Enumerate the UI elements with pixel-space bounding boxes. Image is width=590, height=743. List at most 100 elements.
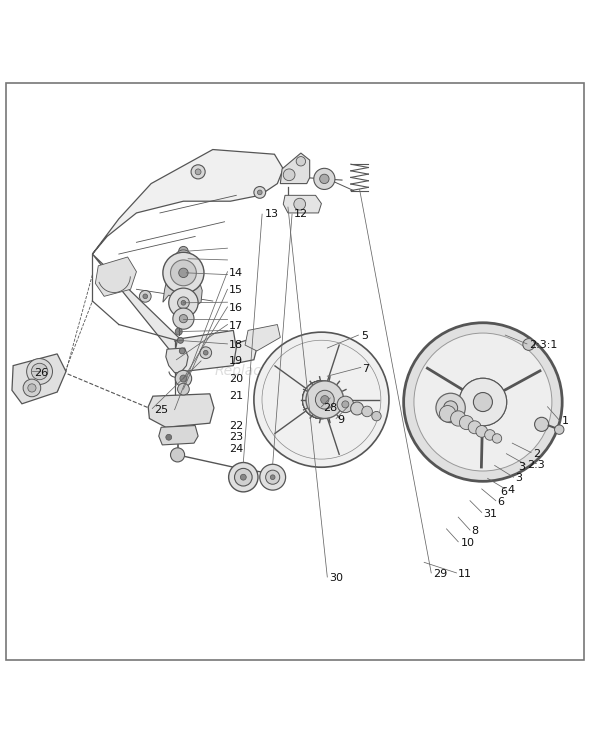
Text: 21: 21 [230,391,243,401]
Circle shape [179,314,188,322]
Polygon shape [245,325,280,351]
Circle shape [200,347,212,359]
Text: 3: 3 [515,473,522,484]
Polygon shape [163,273,202,307]
Text: 26: 26 [34,368,48,377]
Text: 28: 28 [323,403,337,413]
Circle shape [350,402,363,415]
Text: ReplacementParts.com: ReplacementParts.com [215,365,375,378]
Circle shape [404,322,562,481]
Text: 4: 4 [507,485,514,495]
Circle shape [303,380,340,418]
Text: 31: 31 [483,509,497,519]
Circle shape [492,434,502,443]
Text: 10: 10 [461,538,474,548]
Circle shape [451,411,466,426]
Circle shape [314,169,335,189]
Circle shape [555,425,564,435]
Circle shape [303,380,340,418]
Text: 7: 7 [362,363,370,374]
Circle shape [179,247,188,256]
Text: 15: 15 [230,285,243,296]
Circle shape [178,383,189,395]
Text: 6: 6 [500,487,507,497]
Text: 23: 23 [230,432,243,442]
Circle shape [303,380,340,418]
Circle shape [175,370,192,387]
Circle shape [195,169,201,175]
Circle shape [260,464,286,490]
Circle shape [173,308,194,329]
Polygon shape [159,426,198,445]
Circle shape [320,174,329,184]
Text: 19: 19 [230,356,243,366]
Circle shape [459,378,507,426]
Circle shape [303,380,340,418]
Text: 12: 12 [294,209,308,219]
Text: 8: 8 [471,526,478,536]
Circle shape [175,328,182,335]
Circle shape [266,470,280,484]
Circle shape [270,475,275,479]
Circle shape [316,390,334,409]
Text: 9: 9 [337,415,345,425]
Circle shape [314,393,328,406]
Circle shape [414,333,552,471]
Circle shape [362,406,372,417]
Circle shape [180,375,187,382]
Circle shape [139,291,151,302]
Text: 24: 24 [230,444,244,454]
Circle shape [303,380,340,418]
Circle shape [468,421,481,434]
Circle shape [535,418,549,432]
Circle shape [254,332,389,467]
Circle shape [234,468,252,486]
Circle shape [204,351,208,355]
Text: 14: 14 [230,267,243,278]
Text: 2:3: 2:3 [527,461,545,470]
Polygon shape [148,394,214,427]
Text: 5: 5 [360,331,368,341]
Polygon shape [96,257,136,296]
Text: 17: 17 [230,321,243,331]
Circle shape [444,401,458,415]
Text: 22: 22 [230,421,244,430]
Circle shape [257,190,262,195]
Text: 3: 3 [518,461,525,472]
Circle shape [337,396,353,412]
Circle shape [440,406,456,422]
Circle shape [523,339,535,351]
Circle shape [175,250,192,267]
Circle shape [166,435,172,440]
Circle shape [143,294,148,299]
Text: 2:3:1: 2:3:1 [529,340,557,350]
Circle shape [171,260,196,286]
Text: 13: 13 [264,209,278,219]
Circle shape [372,412,381,421]
Circle shape [476,426,487,438]
Text: 18: 18 [230,340,243,350]
Circle shape [179,348,185,354]
Circle shape [180,256,187,262]
Circle shape [484,429,495,440]
Circle shape [178,337,183,343]
Circle shape [163,253,204,293]
Polygon shape [283,195,322,213]
Circle shape [254,186,266,198]
Circle shape [23,379,41,397]
Text: 29: 29 [433,569,447,579]
Circle shape [342,401,349,408]
Circle shape [28,384,36,392]
Circle shape [181,300,186,305]
Circle shape [191,165,205,179]
Circle shape [179,268,188,278]
Circle shape [303,380,340,418]
Text: 20: 20 [230,374,243,383]
Polygon shape [280,153,310,184]
Polygon shape [93,149,283,254]
Text: 25: 25 [154,405,168,415]
Text: 11: 11 [458,569,472,579]
Polygon shape [12,354,66,403]
Polygon shape [175,331,236,372]
Polygon shape [166,348,188,373]
